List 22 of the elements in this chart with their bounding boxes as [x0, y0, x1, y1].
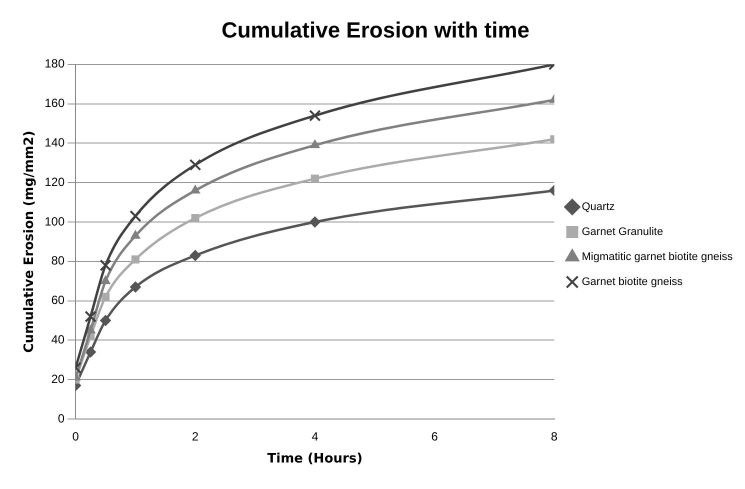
legend-label: Garnet Granulite [582, 226, 664, 238]
y-axis-title: Cumulative Erosion (mg/mm2) [22, 130, 38, 353]
chart-title: Cumulative Erosion with time [221, 17, 530, 42]
legend-label: Garnet biotite gneiss [582, 276, 684, 288]
y-tick-label: 40 [51, 332, 65, 347]
y-tick-label: 80 [51, 254, 65, 268]
legend-label: Quartz [582, 201, 615, 214]
x-tick-label: 2 [192, 430, 199, 444]
x-tick-label: 6 [431, 430, 438, 444]
legend-label: Migmatitic garnet biotite gneiss [582, 251, 734, 264]
y-tick-label: 160 [44, 96, 65, 110]
y-tick-label: 0 [58, 411, 65, 426]
x-tick-label: 4 [312, 430, 319, 444]
y-tick-label: 120 [44, 174, 65, 189]
x-axis-title: Time (Hours) [267, 452, 363, 467]
y-tick-label: 140 [44, 136, 65, 150]
y-tick-label: 100 [44, 214, 65, 228]
y-tick-label: 20 [51, 372, 65, 386]
x-tick-label: 8 [550, 430, 558, 444]
y-tick-label: 180 [44, 56, 65, 71]
x-tick-label: 0 [72, 430, 80, 444]
y-tick-label: 60 [51, 293, 65, 308]
